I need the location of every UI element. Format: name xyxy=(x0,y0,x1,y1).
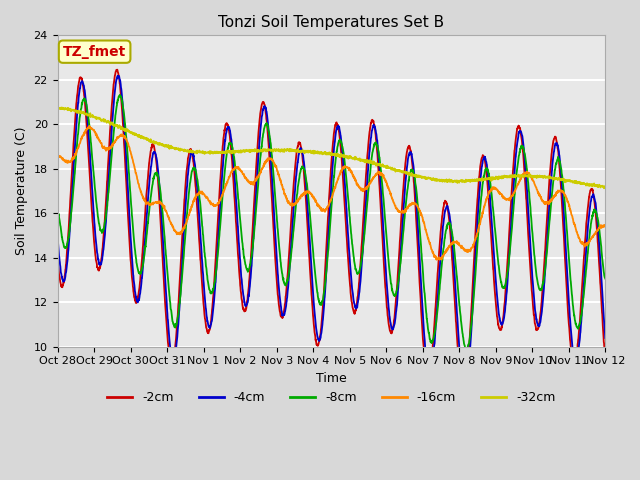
Legend: -2cm, -4cm, -8cm, -16cm, -32cm: -2cm, -4cm, -8cm, -16cm, -32cm xyxy=(102,386,561,409)
Y-axis label: Soil Temperature (C): Soil Temperature (C) xyxy=(15,127,28,255)
Title: Tonzi Soil Temperatures Set B: Tonzi Soil Temperatures Set B xyxy=(218,15,445,30)
Text: TZ_fmet: TZ_fmet xyxy=(63,45,126,59)
X-axis label: Time: Time xyxy=(316,372,347,385)
